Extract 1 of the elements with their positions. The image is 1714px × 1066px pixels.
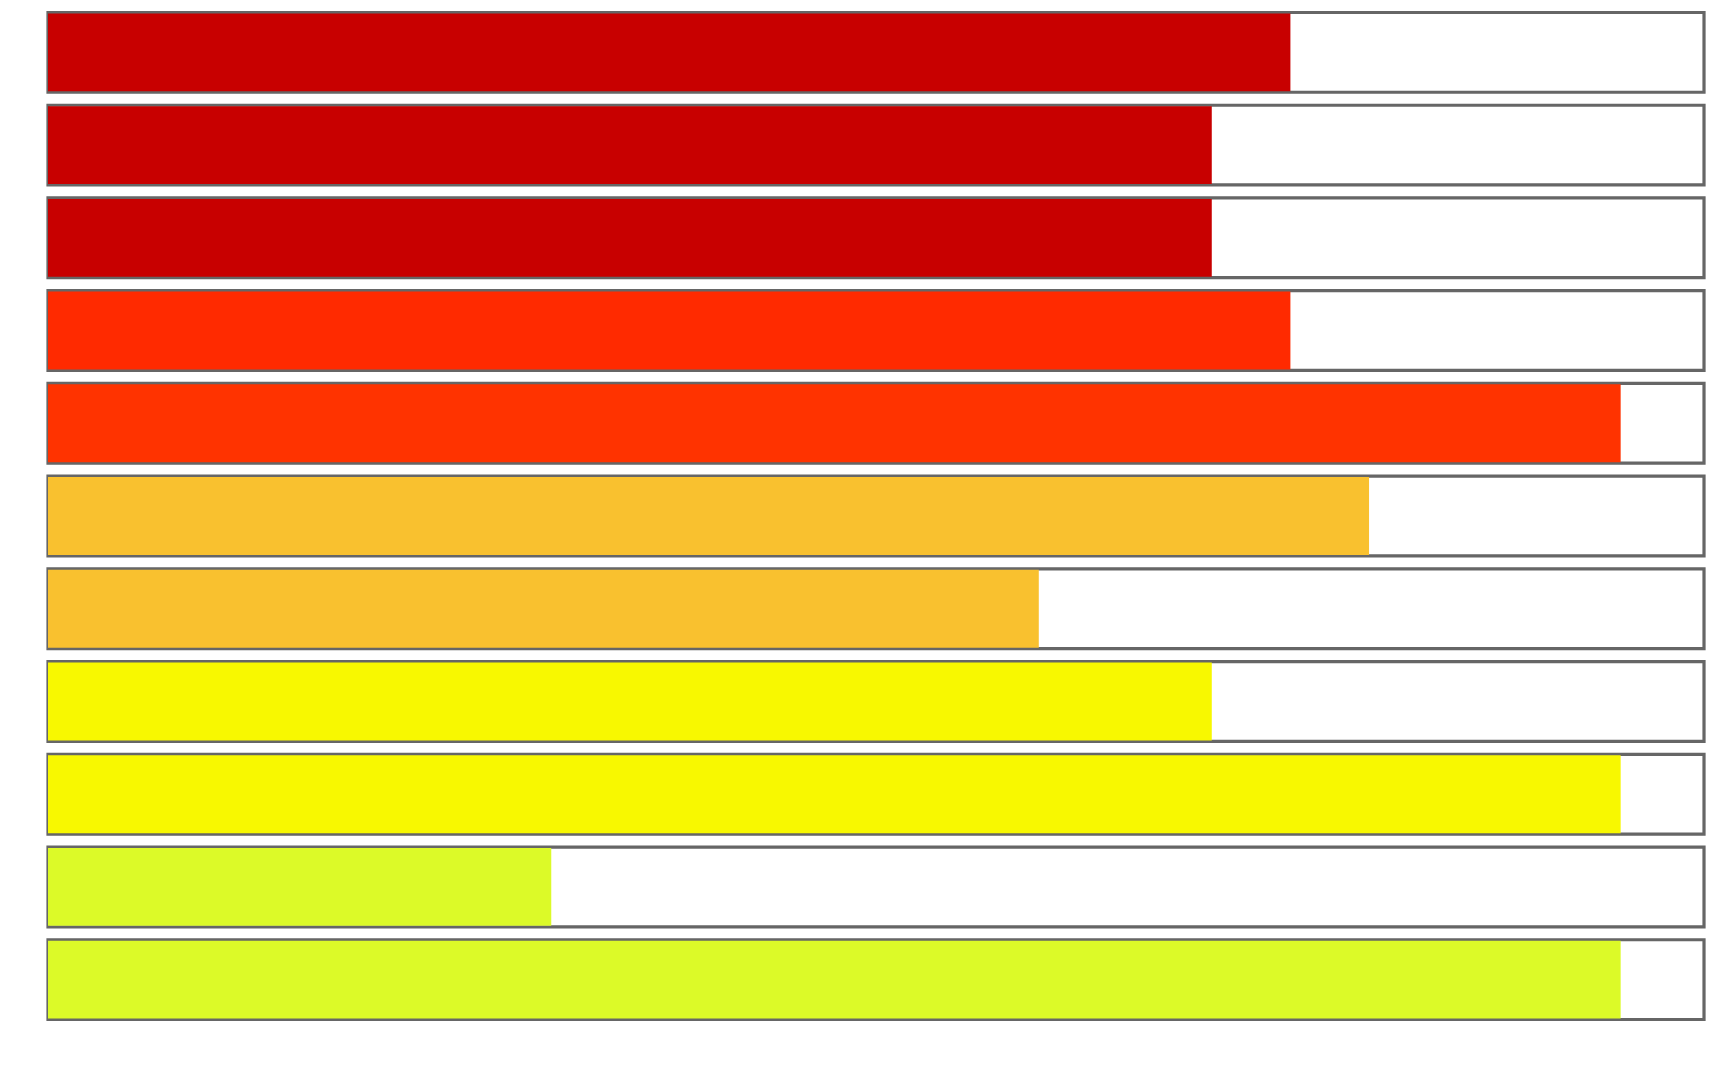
bar: [48, 847, 552, 926]
